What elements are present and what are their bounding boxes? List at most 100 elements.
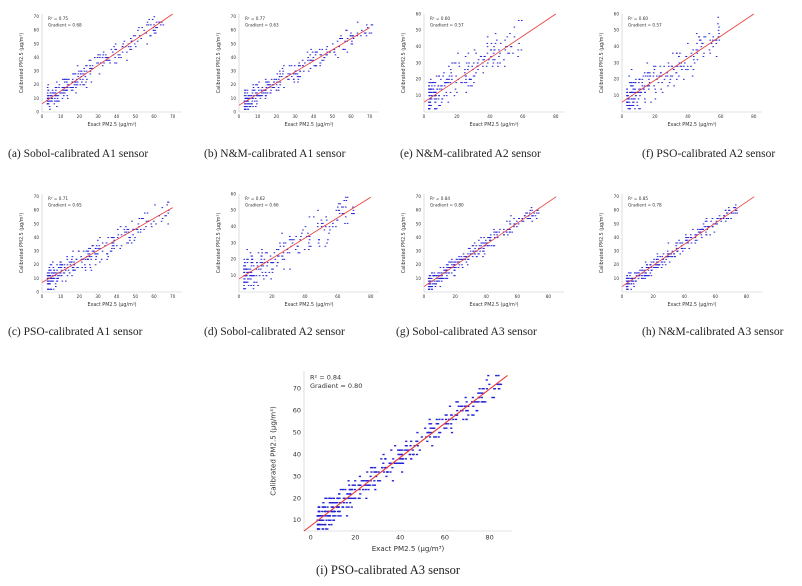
data-point [642,75,645,77]
data-point [49,264,52,266]
data-point [428,286,430,288]
data-point [326,506,329,508]
data-point [389,462,392,464]
data-point [401,462,405,464]
data-point [690,65,692,67]
data-point [366,471,369,473]
data-point [687,237,690,239]
data-point [476,401,479,403]
data-point [266,81,268,83]
data-point [349,35,352,37]
data-point [138,218,141,219]
data-point [85,65,87,67]
data-point [114,57,117,59]
data-point [717,218,719,219]
data-point [48,288,50,290]
data-point [295,235,297,237]
data-point [258,89,260,91]
data-point [79,84,82,86]
data-point [46,87,49,88]
data-point [708,33,711,35]
data-point [341,488,345,491]
data-point [633,88,636,90]
data-point [48,269,50,271]
data-point [503,228,505,230]
data-point [510,46,513,48]
data-point [486,46,489,48]
data-point [646,62,649,64]
data-point [663,78,666,80]
data-point [446,277,449,279]
data-point [297,81,299,83]
data-point [445,427,448,429]
data-point [537,209,539,211]
data-point [129,46,132,48]
data-point [471,245,474,247]
data-point [283,65,285,67]
data-point [81,267,84,268]
data-point [627,283,630,285]
x-axis-label: Exact PM2.5 (μg/m³) [667,302,716,308]
data-point [448,75,451,77]
data-point [153,24,155,26]
data-point [634,277,636,279]
data-point [690,52,693,54]
data-point [472,75,475,77]
data-point [431,272,433,274]
data-point [319,523,322,526]
data-point [439,104,441,106]
data-point [270,262,272,264]
data-point [127,228,130,230]
data-point [321,59,323,61]
data-point [656,264,659,266]
data-point [351,484,354,486]
data-point [150,223,153,225]
x-tick-label: 40 [311,114,317,119]
data-point [384,466,387,469]
data-point [428,423,431,425]
data-point [626,286,629,288]
data-point [129,48,131,50]
data-point [49,108,51,110]
data-point [61,280,64,282]
data-point [136,40,139,42]
data-point [510,215,512,217]
data-point [49,95,52,97]
r2-annotation: R² = 0.60 [628,16,648,21]
data-point [443,85,446,87]
y-tick-label: 70 [231,14,237,19]
data-point [433,272,436,274]
data-point [106,258,108,260]
data-point [137,231,139,233]
data-point [361,29,363,31]
data-point [99,247,101,249]
data-point [48,272,50,274]
data-point [658,75,661,77]
data-point [628,82,631,84]
data-point [441,275,444,277]
data-point [115,62,118,64]
data-point [634,272,637,274]
data-point [318,239,321,241]
data-point [48,283,51,285]
data-point [684,247,686,249]
data-point [455,258,458,260]
data-point [282,252,285,254]
data-point [437,280,439,282]
data-point [243,262,246,264]
data-point [56,100,58,102]
data-point [320,219,323,221]
data-point [481,388,484,390]
data-point [498,55,500,57]
data-point [70,261,72,263]
data-point [429,78,432,80]
data-point [644,91,646,93]
data-point [94,253,96,255]
data-point [328,515,331,517]
data-point [509,33,511,35]
data-point [528,212,531,214]
data-point [50,97,53,99]
data-point [334,515,337,517]
data-point [430,277,433,279]
data-point [666,256,669,258]
